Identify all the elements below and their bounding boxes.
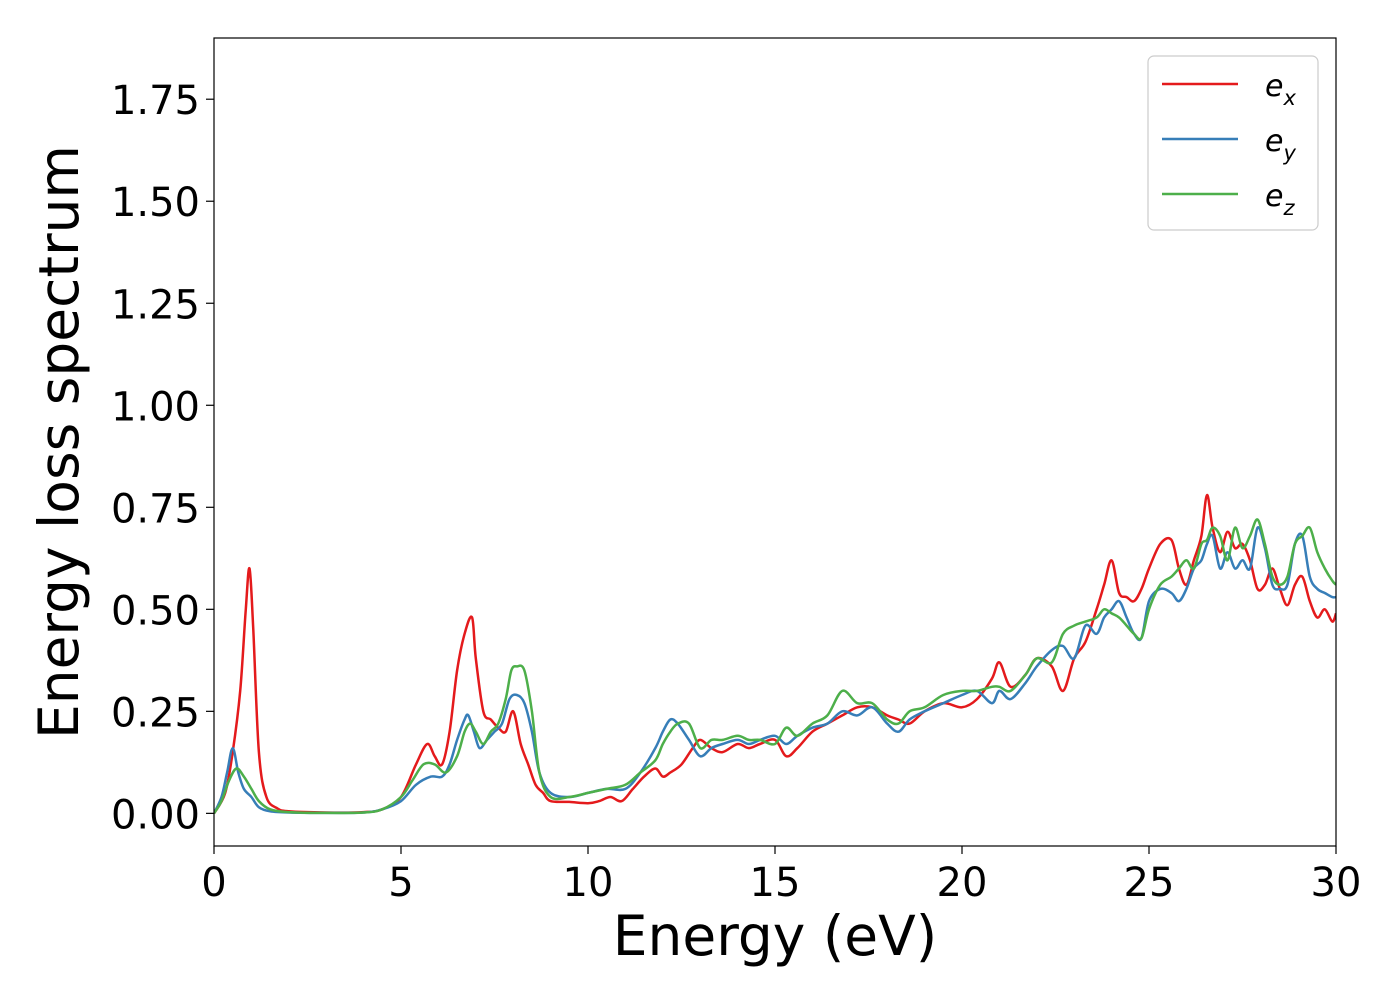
- y-tick-label: 0.00: [111, 792, 200, 838]
- legend: ex ey ez: [1147, 55, 1319, 231]
- x-tick-label: 0: [201, 860, 226, 906]
- legend-label-ez: ez: [1265, 179, 1295, 220]
- y-tick-label: 1.00: [111, 384, 200, 430]
- x-axis: 0 5 10 15 20 25 30: [201, 846, 1361, 906]
- y-tick-label: 0.25: [111, 690, 200, 736]
- series-line-ez: [214, 518, 1336, 815]
- y-tick-label: 1.75: [111, 78, 200, 124]
- x-axis-title: Energy (eV): [613, 904, 937, 968]
- y-tick-label: 0.75: [111, 486, 200, 532]
- x-tick-label: 10: [563, 860, 614, 906]
- x-tick-label: 5: [388, 860, 413, 906]
- series-layer: [214, 493, 1336, 815]
- y-tick-label: 1.50: [111, 180, 200, 226]
- legend-label-ey: ey: [1265, 124, 1296, 165]
- series-line-ex: [214, 493, 1336, 815]
- legend-label-ex: ex: [1265, 69, 1296, 110]
- x-tick-label: 15: [750, 860, 801, 906]
- legend-box: [1147, 55, 1319, 231]
- y-axis-title: Energy loss spectrum: [27, 145, 91, 739]
- y-tick-label: 1.25: [111, 282, 200, 328]
- x-tick-label: 25: [1124, 860, 1175, 906]
- y-axis: 0.00 0.25 0.50 0.75 1.00 1.25 1.50 1.75: [111, 78, 214, 838]
- x-tick-label: 30: [1311, 860, 1362, 906]
- series-line-ey: [214, 525, 1336, 815]
- y-tick-label: 0.50: [111, 588, 200, 634]
- x-tick-label: 20: [937, 860, 988, 906]
